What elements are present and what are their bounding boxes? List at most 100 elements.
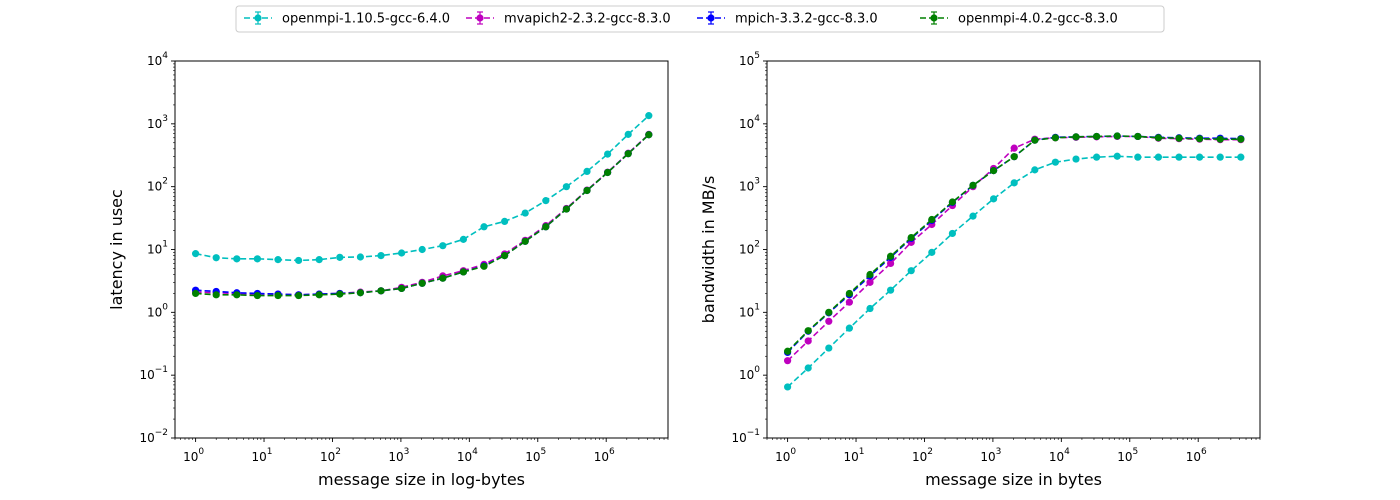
data-point xyxy=(583,186,591,195)
data-point xyxy=(1237,135,1245,143)
data-point xyxy=(866,278,874,286)
y-tick-label: 100 xyxy=(147,302,168,319)
data-point xyxy=(969,212,977,220)
legend-label: mvapich2-2.3.2-gcc-8.3.0 xyxy=(504,12,671,27)
legend-marker xyxy=(476,14,484,22)
data-point xyxy=(356,289,364,297)
data-point xyxy=(439,274,447,282)
series-group xyxy=(192,112,653,300)
data-point xyxy=(1010,153,1018,161)
data-point xyxy=(784,383,792,391)
x-tick-label: 100 xyxy=(775,447,796,464)
tick-exponent: 1 xyxy=(859,447,865,457)
tick-base: 10 xyxy=(320,450,335,464)
data-point xyxy=(315,256,323,264)
data-point xyxy=(233,255,241,263)
data-point xyxy=(336,253,344,261)
legend-entry: mpich-3.3.2-gcc-8.3.0 xyxy=(697,11,878,27)
data-point xyxy=(521,237,529,245)
data-point xyxy=(907,233,915,242)
legend-label: mpich-3.3.2-gcc-8.3.0 xyxy=(735,12,878,27)
tick-exponent: 0 xyxy=(754,365,760,375)
data-point xyxy=(439,242,447,250)
minor-ticks xyxy=(173,63,669,440)
data-point xyxy=(1196,135,1204,143)
tick-base: 10 xyxy=(844,450,859,464)
data-point xyxy=(1010,179,1018,187)
tick-exponent: 5 xyxy=(1133,447,1139,457)
legend-entry: mvapich2-2.3.2-gcc-8.3.0 xyxy=(466,11,671,27)
x-ticks: 100 101 102 103 104 105 106 xyxy=(775,438,1207,464)
tick-exponent: 3 xyxy=(404,447,410,457)
data-point xyxy=(542,223,550,231)
data-point xyxy=(1031,136,1039,144)
data-point xyxy=(562,205,571,213)
data-point xyxy=(192,289,200,298)
data-point xyxy=(604,150,612,158)
tick-exponent: 2 xyxy=(927,447,933,457)
data-point xyxy=(866,304,874,313)
x-tick-label: 102 xyxy=(320,447,341,464)
tick-base: 10 xyxy=(147,117,162,131)
data-point xyxy=(845,324,854,332)
data-point xyxy=(948,229,957,238)
data-point xyxy=(845,289,854,298)
data-point xyxy=(1093,132,1101,141)
legend-entry: openmpi-4.0.2-gcc-8.3.0 xyxy=(920,11,1118,27)
series-line xyxy=(787,155,1241,388)
data-point xyxy=(233,291,241,299)
tick-base: 10 xyxy=(457,450,472,464)
data-point xyxy=(459,268,468,276)
tick-base: 10 xyxy=(775,450,790,464)
x-tick-label: 103 xyxy=(980,447,1001,464)
data-point xyxy=(377,251,385,260)
data-point xyxy=(645,112,653,120)
data-point xyxy=(192,250,200,258)
data-point xyxy=(866,270,874,279)
legend: openmpi-1.10.5-gcc-6.4.0 mvapich2-2.3.2-g… xyxy=(235,5,1165,33)
legend-marker xyxy=(930,14,938,22)
data-point xyxy=(624,130,632,138)
x-axis-label: message size in log-bytes xyxy=(318,470,525,489)
data-point xyxy=(398,249,406,257)
data-point xyxy=(274,256,282,264)
tick-base: 10 xyxy=(594,450,609,464)
tick-base: 10 xyxy=(739,305,754,319)
y-axis-label: latency in usec xyxy=(107,189,126,310)
data-point xyxy=(356,253,364,261)
x-axis-label: message size in bytes xyxy=(925,470,1102,489)
x-tick-label: 103 xyxy=(388,447,409,464)
tick-base: 10 xyxy=(139,431,154,445)
data-point xyxy=(295,256,303,265)
data-point xyxy=(1134,132,1142,141)
data-point xyxy=(1154,153,1163,161)
data-point xyxy=(604,168,612,177)
tick-base: 10 xyxy=(252,450,267,464)
data-point xyxy=(645,131,653,139)
data-point xyxy=(501,251,509,260)
tick-exponent: 4 xyxy=(1064,447,1070,457)
data-point xyxy=(928,248,936,256)
data-point xyxy=(212,291,220,299)
tick-exponent: −2 xyxy=(155,428,168,438)
data-point xyxy=(274,291,282,300)
data-point xyxy=(418,245,426,254)
tick-base: 10 xyxy=(388,450,403,464)
tick-base: 10 xyxy=(739,117,754,131)
data-point xyxy=(1051,158,1060,166)
y-axis-label: bandwidth in MB/s xyxy=(699,176,718,324)
tick-exponent: 1 xyxy=(162,240,168,250)
tick-base: 10 xyxy=(183,450,198,464)
data-point xyxy=(212,254,220,262)
tick-base: 10 xyxy=(731,431,746,445)
latency-chart: 100 101 102 103 104 105 10610−210−110010110210… xyxy=(107,51,669,489)
data-point xyxy=(804,337,812,345)
data-point xyxy=(948,198,957,206)
data-point xyxy=(521,209,529,217)
series-group xyxy=(784,132,1245,391)
data-point xyxy=(784,347,792,355)
y-tick-label: 101 xyxy=(739,302,760,319)
data-point xyxy=(990,167,998,175)
x-tick-label: 104 xyxy=(1049,447,1070,464)
